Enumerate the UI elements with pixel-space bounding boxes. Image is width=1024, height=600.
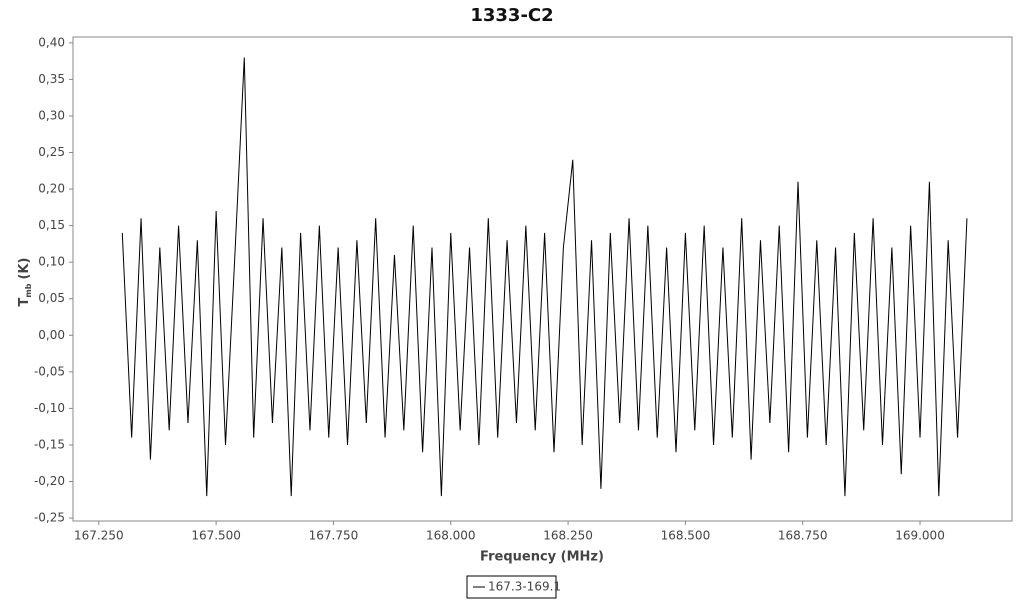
y-tick-label: 0,40 [38,35,65,49]
x-axis-label: Frequency (MHz) [480,550,604,565]
y-label-unit: (K) [17,258,32,280]
y-tick-label: -0,10 [34,401,65,415]
y-tick-label: -0,05 [34,364,65,378]
y-tick-label: -0,20 [34,474,65,488]
y-label-main: T [17,297,32,306]
y-tick-label: 0,00 [38,328,65,342]
y-tick-label: 0,10 [38,255,65,269]
x-tick-label: 167.250 [74,529,124,543]
series-line [121,57,968,497]
x-tick-label: 168.250 [543,529,593,543]
x-tick-label: 169.000 [895,529,945,543]
y-tick-label: 0,20 [38,182,65,196]
legend-label: 167.3-169.1 [488,580,561,594]
x-tick-label: 168.750 [778,529,828,543]
x-tick-label: 167.500 [191,529,241,543]
y-tick-label: 0,05 [38,291,65,305]
chart-title: 1333-C2 [470,5,553,26]
x-tick-label: 167.750 [309,529,359,543]
x-tick-label: 168.500 [661,529,711,543]
y-tick-label: -0,15 [34,437,65,451]
y-tick-label: 0,15 [38,218,65,232]
y-tick-label: 0,30 [38,108,65,122]
x-tick-label: 168.000 [426,529,476,543]
plot-frame [72,36,1013,522]
legend-box [466,575,557,599]
y-axis-label: Tmb (K) [17,258,33,307]
y-tick-label: -0,25 [34,511,65,525]
y-label-sub: mb [24,283,33,297]
y-tick-label: 0,35 [38,72,65,86]
y-tick-label: 0,25 [38,145,65,159]
